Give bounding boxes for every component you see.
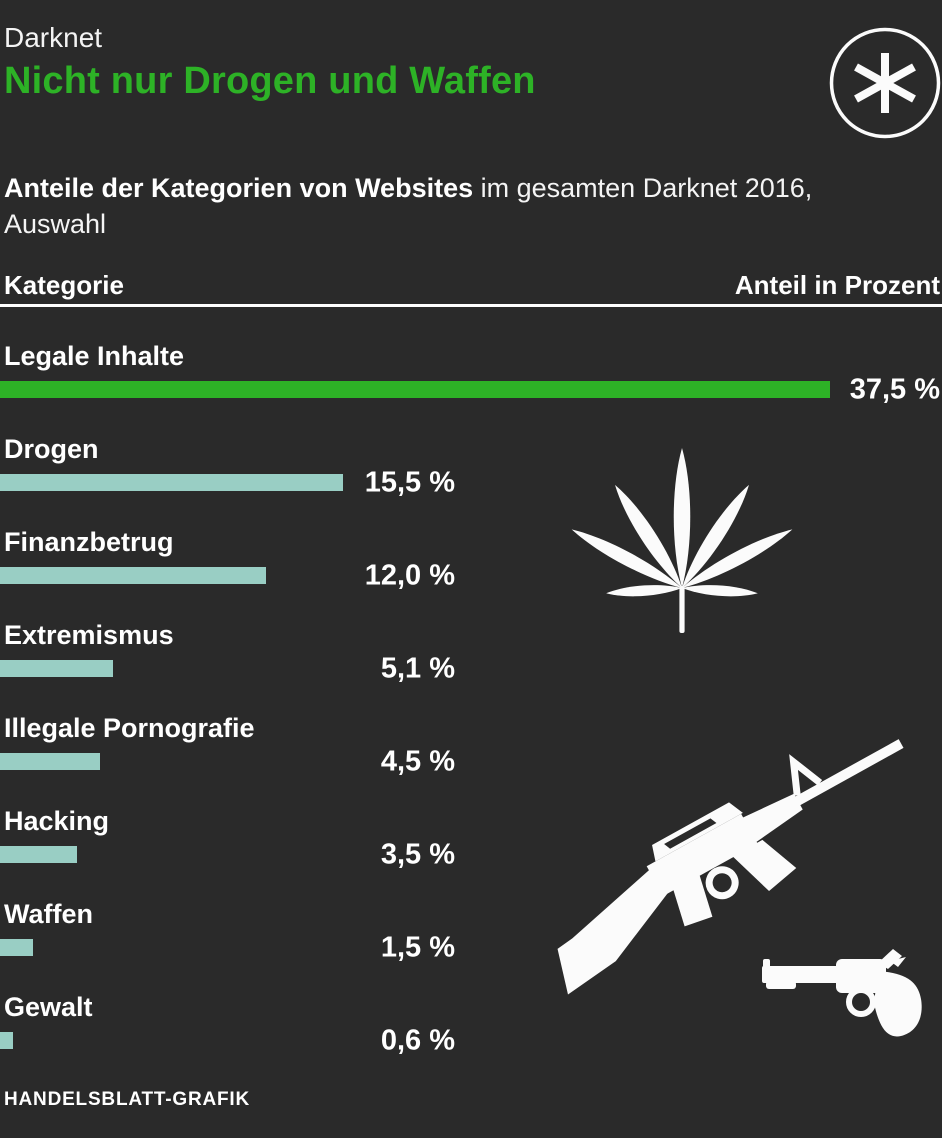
category-label: Gewalt	[4, 992, 93, 1022]
category-value: 4,5 %	[380, 745, 455, 777]
category-bar	[0, 939, 33, 956]
category-bar	[0, 660, 113, 677]
category-bar	[0, 474, 343, 491]
header-kicker: Darknet	[4, 22, 103, 53]
category-value: 12,0 %	[364, 559, 455, 591]
cannabis-leaf-icon	[557, 438, 807, 648]
category-label: Extremismus	[4, 620, 174, 650]
category-label: Waffen	[4, 899, 93, 929]
page-title: Nicht nur Drogen und Waffen	[4, 60, 536, 102]
bar-chart: Legale Inhalte 37,5 % Drogen 15,5 % Fina…	[0, 341, 942, 1085]
chart-row: Finanzbetrug 12,0 %	[0, 527, 942, 591]
chart-row: Hacking 3,5 %	[0, 806, 942, 870]
category-label: Legale Inhalte	[4, 341, 185, 371]
category-bar	[0, 753, 100, 770]
chart-subtitle-bold: Anteile der Kategorien von Websites	[4, 173, 474, 203]
category-value: 0,6 %	[380, 1024, 455, 1056]
category-label: Hacking	[4, 806, 110, 836]
category-bar	[0, 1032, 13, 1049]
chart-row: Waffen 1,5 %	[0, 899, 942, 963]
category-value: 3,5 %	[380, 838, 455, 870]
source-credit: HANDELSBLATT-GRAFIK	[4, 1089, 250, 1110]
category-label: Drogen	[4, 434, 99, 464]
assault-rifle-icon	[503, 739, 938, 1000]
category-value: 1,5 %	[380, 931, 455, 963]
chart-row: Legale Inhalte 37,5 %	[0, 341, 942, 405]
chart-subtitle: Anteile der Kategorien von Websites im g…	[4, 170, 824, 242]
chart-subtitle-regular: im gesamten Darknet 2016, Auswahl	[4, 173, 813, 239]
revolver-icon	[760, 945, 932, 1045]
category-bar	[0, 567, 266, 584]
chart-row: Drogen 15,5 %	[0, 434, 942, 498]
category-value: 15,5 %	[364, 466, 455, 498]
category-bar	[0, 381, 830, 398]
asterisk-logo-icon	[828, 26, 942, 141]
category-label: Illegale Pornografie	[4, 713, 255, 743]
category-label: Finanzbetrug	[4, 527, 174, 557]
header-divider	[0, 304, 942, 307]
column-header-category: Kategorie	[4, 270, 124, 300]
chart-row: Gewalt 0,6 %	[0, 992, 942, 1056]
chart-row: Extremismus 5,1 %	[0, 620, 942, 684]
column-headers: Kategorie Anteil in Prozent	[0, 270, 942, 301]
column-header-percent: Anteil in Prozent	[734, 270, 940, 300]
category-value: 5,1 %	[380, 652, 455, 684]
category-bar	[0, 846, 77, 863]
category-value: 37,5 %	[849, 373, 940, 405]
chart-row: Illegale Pornografie 4,5 %	[0, 713, 942, 777]
